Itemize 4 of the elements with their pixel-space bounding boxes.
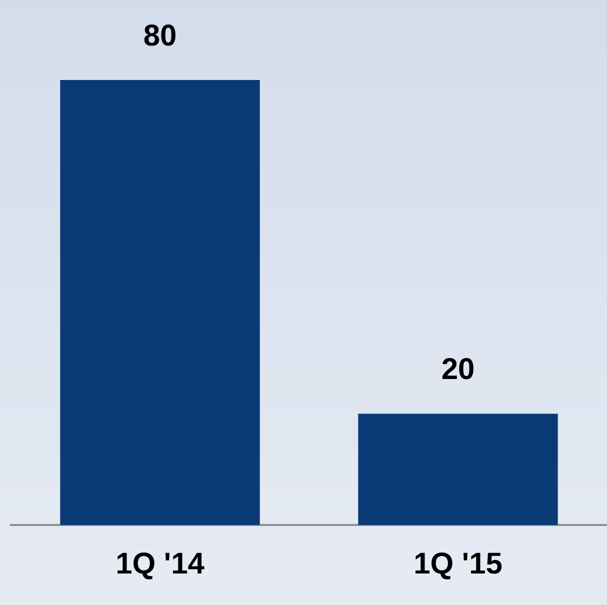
data-label: 80 — [143, 19, 177, 52]
x-tick-label: 1Q '15 — [414, 547, 502, 580]
data-label: 20 — [441, 353, 475, 386]
x-tick-label: 1Q '14 — [116, 547, 205, 580]
